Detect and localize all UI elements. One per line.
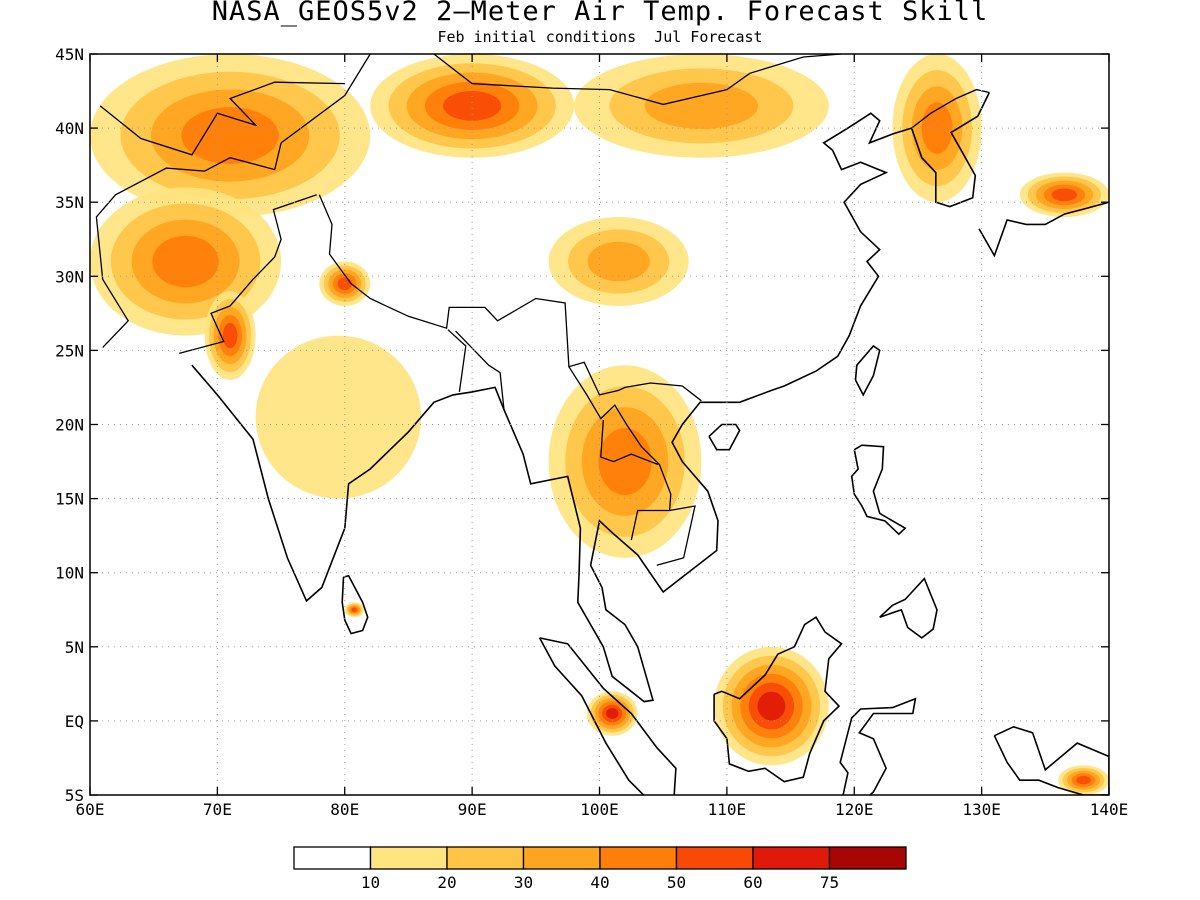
skill-region [255,335,422,499]
y-tick-label: 15N [55,490,84,509]
skill-contour [757,691,786,721]
x-tick-label: 100E [580,800,619,819]
coastline [993,725,1109,795]
y-tick-label: EQ [65,712,84,731]
country-border [99,81,345,156]
y-tick-label: 35N [55,193,84,212]
country-border [568,366,672,541]
map-subtitle: Feb initial conditions Jul Forecast [437,28,763,46]
x-tick-label: 130E [962,800,1001,819]
colorbar-label: 10 [361,873,380,892]
country-border [911,88,990,129]
coastline [879,577,938,639]
y-tick-label: 20N [55,416,84,435]
coastline [708,423,741,451]
skill-region [586,691,638,736]
skill-region [344,602,364,618]
country-border [280,54,371,144]
y-tick-label: 5S [65,786,84,805]
country-border [179,194,317,355]
skill-region [574,54,829,158]
skill-contour [351,607,358,612]
y-tick-label: 45N [55,45,84,64]
colorbar-label: 75 [820,873,839,892]
skill-contour [606,708,619,719]
skill-contour [152,235,219,288]
coastline [713,616,843,783]
x-tick-label: 120E [835,800,874,819]
colorbar-label: 30 [514,873,533,892]
axis-ticks: 60E 70E 80E 90E 100E 110E 120E 130E 140E 45N 40N 35… [55,45,1128,819]
colorbar-swatch [369,846,448,870]
skill-region [90,54,371,217]
skill-region [370,54,575,158]
skill-region [548,365,702,558]
coastline [839,697,917,795]
skill-region [892,54,982,203]
coastline [341,574,369,635]
y-tick-label: 25N [55,341,84,360]
skill-contour [255,335,422,499]
country-border [600,420,659,466]
x-tick-label: 60E [76,800,105,819]
colorbar-label: 20 [437,873,456,892]
coastline [910,92,991,208]
coastline [978,199,1109,258]
skill-region [714,646,829,766]
skill-field [90,54,1109,795]
skill-contour [644,82,759,129]
colorbar-label: 50 [667,873,686,892]
skill-contour [1076,775,1091,785]
coastline [538,637,677,795]
colorbar-swatch [293,846,372,870]
skill-contour [587,241,650,282]
skill-region [1019,172,1109,218]
country-border [656,505,696,566]
y-tick-label: 10N [55,564,84,583]
colorbar: 10 20 30 40 50 60 75 [293,846,907,892]
y-tick-label: 40N [55,119,84,138]
coastline [850,444,907,536]
skill-region [319,261,371,306]
coastline [503,112,912,703]
skill-contour [598,428,652,496]
coastline-layer [95,54,1109,795]
colorbar-swatch [675,846,754,870]
colorbar-label: 40 [590,873,609,892]
coastline [854,344,881,397]
skill-contour [1051,188,1078,202]
x-tick-label: 70E [203,800,232,819]
skill-contour [181,107,279,164]
skill-contour [222,322,238,349]
x-tick-label: 80E [330,800,359,819]
colorbar-swatch [446,846,525,870]
skill-region [90,187,282,336]
country-border [447,329,467,392]
x-tick-label: 90E [458,800,487,819]
country-border [318,194,702,402]
skill-region [204,291,256,381]
map-title: NASA_GEOS5v2 2—Meter Air Temp. Forecast … [211,0,989,27]
country-border [433,54,842,106]
x-tick-label: 110E [708,800,747,819]
skill-region [548,217,689,306]
colorbar-swatch [752,846,831,870]
x-tick-label: 140E [1090,800,1129,819]
y-tick-label: 30N [55,267,84,286]
skill-contour [443,91,502,121]
y-tick-label: 5N [65,638,84,657]
coastline [191,364,505,603]
colorbar-label: 60 [743,873,762,892]
colorbar-swatch [828,846,907,870]
colorbar-swatch [599,846,678,870]
skill-region [1058,765,1109,795]
colorbar-swatch [522,846,601,870]
country-border [95,142,282,348]
